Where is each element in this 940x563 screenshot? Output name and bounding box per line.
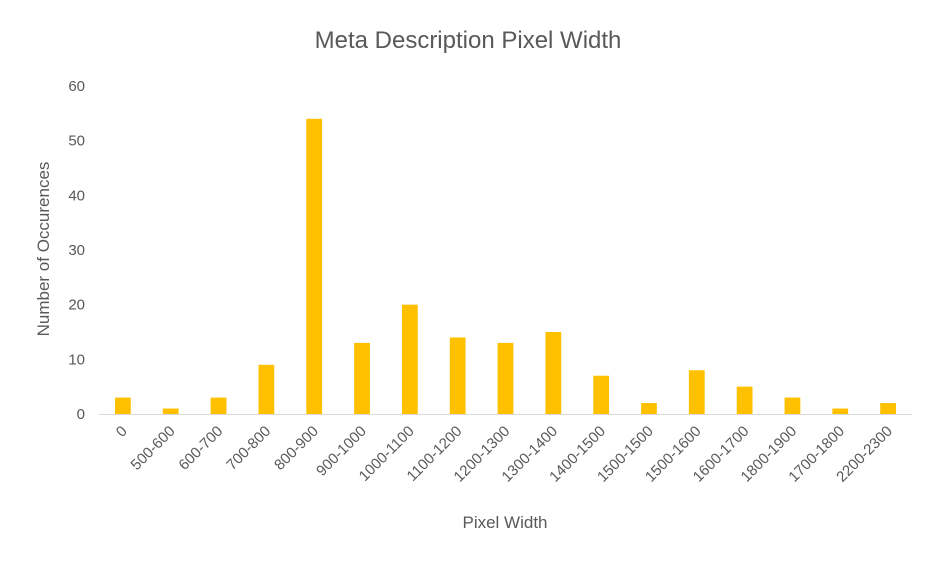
y-axis-title: Number of Occurences xyxy=(34,162,53,337)
x-tick-label: 600-700 xyxy=(175,423,226,474)
y-tick-label: 10 xyxy=(68,351,85,368)
x-tick-label: 700-800 xyxy=(223,423,274,474)
bar xyxy=(115,397,131,414)
bar-series xyxy=(115,118,896,415)
bar xyxy=(545,332,562,414)
x-axis-title: Pixel Width xyxy=(462,513,547,532)
y-tick-label: 50 xyxy=(68,133,85,150)
bar xyxy=(449,337,466,414)
chart-title: Meta Description Pixel Width xyxy=(315,27,622,54)
y-tick-label: 0 xyxy=(77,406,85,423)
bar xyxy=(306,118,323,415)
bar xyxy=(258,364,275,414)
bar xyxy=(401,304,418,414)
x-tick-label: 0 xyxy=(113,423,131,441)
y-tick-label: 40 xyxy=(68,187,85,204)
y-tick-label: 60 xyxy=(68,78,85,95)
bar xyxy=(832,408,849,414)
x-axis-ticks: 0500-600600-700700-800800-900900-1000100… xyxy=(113,423,896,486)
bar xyxy=(497,342,514,414)
bar xyxy=(784,397,801,414)
bar xyxy=(354,342,370,414)
y-axis-ticks: 0 10 20 30 40 50 60 xyxy=(68,78,85,423)
bar xyxy=(880,403,896,414)
bar xyxy=(641,403,657,414)
x-tick-label: 500-600 xyxy=(128,423,179,474)
bar xyxy=(736,386,753,414)
bar xyxy=(210,397,227,414)
bar xyxy=(162,408,179,414)
bar xyxy=(688,370,705,414)
y-tick-label: 20 xyxy=(68,297,85,314)
bar xyxy=(593,375,610,414)
y-tick-label: 30 xyxy=(68,242,85,259)
